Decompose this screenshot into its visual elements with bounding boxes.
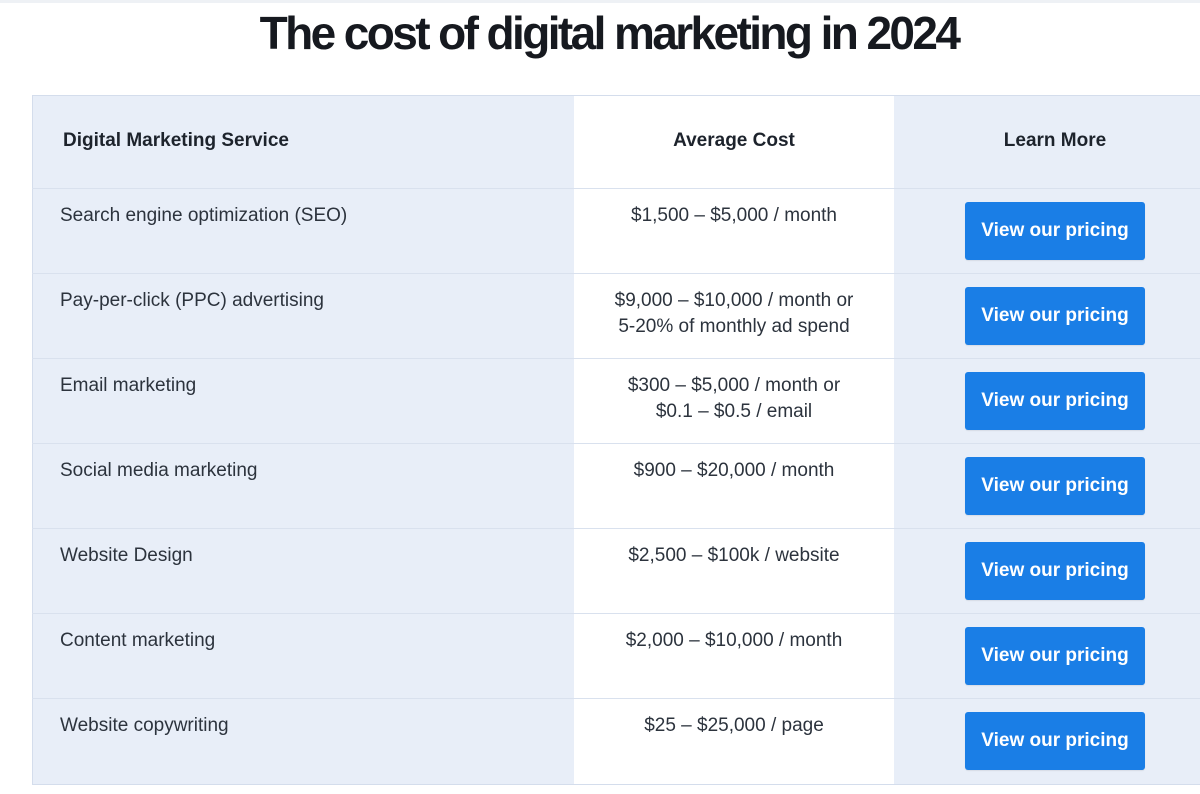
cost-line: $2,500 – $100k / website: [628, 545, 840, 566]
view-pricing-button[interactable]: View our pricing: [965, 457, 1145, 515]
cost-line: $0.1 – $0.5 / email: [655, 401, 813, 422]
cost-value: $25 – $25,000 / page: [574, 699, 894, 739]
service-name: Content marketing: [60, 630, 216, 651]
cost-line: 5-20% of monthly ad spend: [618, 316, 850, 337]
cost-cell: $2,500 – $100k / website: [574, 528, 894, 614]
service-name: Website Design: [60, 545, 193, 566]
service-name: Social media marketing: [60, 460, 258, 481]
service-cell: Website Design: [32, 528, 574, 614]
cost-line: $300 – $5,000 / month or: [627, 375, 841, 396]
view-pricing-button[interactable]: View our pricing: [965, 372, 1145, 430]
cost-line: $1,500 – $5,000 / month: [631, 205, 837, 226]
table-row: Social media marketing $900 – $20,000 / …: [32, 443, 1200, 529]
service-cell: Website copywriting: [32, 698, 574, 785]
cost-cell: $9,000 – $10,000 / month or 5-20% of mont…: [574, 273, 894, 359]
view-pricing-button[interactable]: View our pricing: [965, 712, 1145, 770]
cost-line: $2,000 – $10,000 / month: [625, 630, 843, 651]
table-row: Pay-per-click (PPC) advertising $9,000 –…: [32, 273, 1200, 359]
learn-more-cell: View our pricing: [894, 698, 1200, 785]
cost-value: $2,500 – $100k / website: [574, 529, 894, 569]
service-name: Search engine optimization (SEO): [60, 205, 348, 226]
cost-line: $25 – $25,000 / page: [644, 715, 824, 736]
cost-cell: $25 – $25,000 / page: [574, 698, 894, 785]
cost-cell: $2,000 – $10,000 / month: [574, 613, 894, 699]
service-name: Pay-per-click (PPC) advertising: [60, 290, 324, 311]
learn-more-cell: View our pricing: [894, 188, 1200, 274]
learn-more-cell: View our pricing: [894, 443, 1200, 529]
cost-line: $900 – $20,000 / month: [633, 460, 835, 481]
cost-value: $9,000 – $10,000 / month or 5-20% of mont…: [574, 274, 894, 340]
header-average-cost: Average Cost: [574, 95, 894, 189]
service-cell: Social media marketing: [32, 443, 574, 529]
view-pricing-button[interactable]: View our pricing: [965, 542, 1145, 600]
service-cell: Content marketing: [32, 613, 574, 699]
service-cell: Email marketing: [32, 358, 574, 444]
page-title: The cost of digital marketing in 2024: [259, 7, 961, 59]
header-service: Digital Marketing Service: [32, 95, 574, 189]
table-row: Email marketing $300 – $5,000 / month or…: [32, 358, 1200, 444]
view-pricing-button[interactable]: View our pricing: [965, 627, 1145, 685]
learn-more-cell: View our pricing: [894, 613, 1200, 699]
table-row: Website Design $2,500 – $100k / website …: [32, 528, 1200, 614]
view-pricing-button[interactable]: View our pricing: [965, 287, 1145, 345]
learn-more-cell: View our pricing: [894, 528, 1200, 614]
table-row: Search engine optimization (SEO) $1,500 …: [32, 188, 1200, 274]
cost-value: $1,500 – $5,000 / month: [574, 189, 894, 229]
service-name: Website copywriting: [60, 715, 229, 736]
cost-value: $300 – $5,000 / month or $0.1 – $0.5 / em…: [574, 359, 894, 425]
cost-line: $9,000 – $10,000 / month or: [614, 290, 854, 311]
service-cell: Pay-per-click (PPC) advertising: [32, 273, 574, 359]
view-pricing-button[interactable]: View our pricing: [965, 202, 1145, 260]
cost-value: $2,000 – $10,000 / month: [574, 614, 894, 654]
header-learn-more: Learn More: [894, 95, 1200, 189]
cost-cell: $900 – $20,000 / month: [574, 443, 894, 529]
cost-cell: $300 – $5,000 / month or $0.1 – $0.5 / em…: [574, 358, 894, 444]
service-name: Email marketing: [60, 375, 197, 396]
learn-more-cell: View our pricing: [894, 273, 1200, 359]
table-row: Content marketing $2,000 – $10,000 / mon…: [32, 613, 1200, 699]
cost-value: $900 – $20,000 / month: [574, 444, 894, 484]
table-header-row: Digital Marketing Service Average Cost L…: [32, 95, 1200, 189]
learn-more-cell: View our pricing: [894, 358, 1200, 444]
pricing-table: Digital Marketing Service Average Cost L…: [32, 95, 1200, 785]
top-divider: [0, 0, 1200, 3]
service-cell: Search engine optimization (SEO): [32, 188, 574, 274]
table-row: Website copywriting $25 – $25,000 / page…: [32, 698, 1200, 785]
cost-cell: $1,500 – $5,000 / month: [574, 188, 894, 274]
